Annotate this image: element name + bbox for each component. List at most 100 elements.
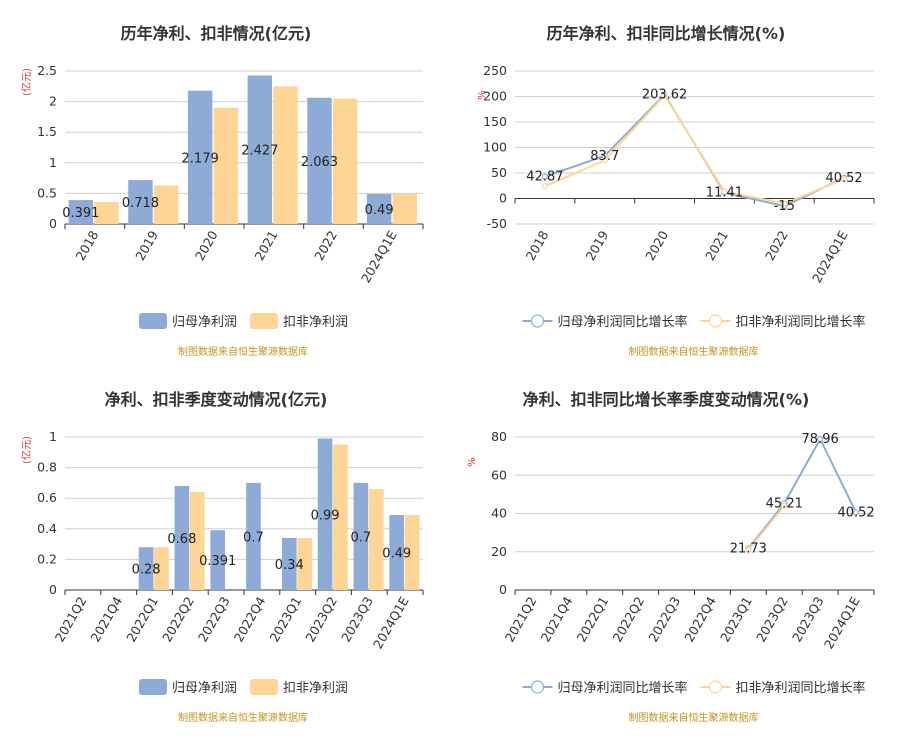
legend: 归母净利润 扣非净利润 [139,313,348,330]
y-tick-label: 1 [49,429,57,444]
y-tick-label: 200 [483,89,507,104]
x-tick-label: 2021 [702,228,731,263]
x-tick-label: 2024Q1E [821,594,863,651]
x-tick-label: 2024Q1E [809,228,851,285]
x-tick-label: 2021Q4 [538,594,576,644]
x-tick-label: 2019 [582,228,611,263]
legend-swatch [139,679,167,695]
data-label: 2.427 [241,144,278,159]
x-tick-label: 2022Q2 [159,594,197,644]
legend-marker [708,680,723,694]
data-label: 203.62 [642,88,688,103]
bar-net-profit [389,515,405,590]
data-label: 0.99 [311,508,340,523]
x-tick-label: 2019 [132,228,161,263]
bar-net-profit [68,200,94,224]
y-tick-label: 100 [483,140,507,155]
data-label: 42.87 [526,170,563,185]
data-label: 2.063 [301,155,338,170]
y-tick-label: 0.6 [37,490,57,505]
x-tick-label: 2021Q2 [502,594,540,644]
y-tick-label: 2 [49,94,57,109]
x-tick-label: 2022Q4 [681,594,719,644]
y-tick-label: 0 [499,191,507,206]
data-label: 0.34 [275,558,304,573]
series-line-2 [747,505,786,551]
data-point [601,157,608,164]
bar-net-profit [247,75,273,225]
data-label: 0.68 [167,532,196,547]
series-line-2 [544,93,845,205]
legend-item-2[interactable]: 扣非净利润 [250,679,348,696]
x-tick-label: 2022Q3 [645,594,683,644]
data-point [817,435,824,443]
bar-deducted-profit [297,537,313,590]
chart-title: 历年净利、扣非情况(亿元) [121,24,312,43]
legend-marker [708,314,723,328]
bar-deducted-profit [332,98,358,224]
bar-deducted-profit [189,492,205,590]
data-label: 45.21 [766,497,803,512]
legend-item-2[interactable]: 扣非净利润同比增长率 [700,680,866,696]
data-point [661,92,668,99]
data-label: 0.718 [122,196,159,211]
data-point [745,546,752,553]
legend-item-2[interactable]: 扣非净利润 [250,313,348,330]
legend-item-1[interactable]: 归母净利润同比增长率 [522,314,688,330]
x-tick-label: 2021Q4 [88,594,126,644]
data-label: 0.28 [132,563,161,578]
legend-label: 归母净利润同比增长率 [558,314,688,330]
y-tick-label: 50 [491,165,507,180]
y-tick-label: 0 [49,216,57,231]
bar-net-profit [307,97,332,224]
x-tick-label: 2022Q4 [231,594,269,644]
source-note: 制图数据来自恒生聚源数据库 [629,345,759,358]
x-tick-label: 2024Q1E [358,228,400,285]
x-tick-label: 2023Q2 [753,594,791,644]
data-label: 78.96 [802,432,839,447]
y-tick-label: 0.8 [37,460,57,475]
legend-item-2[interactable]: 扣非净利润同比增长率 [700,314,866,330]
y-tick-label: 0.4 [37,521,57,536]
x-tick-label: 2023Q2 [302,594,340,644]
data-point [852,509,860,516]
y-tick-label: 2.5 [37,63,57,78]
y-tick-label: 150 [483,114,507,129]
chart-panel-4: 净利、扣非同比增长率季度变动情况(%)% 0 20 40 60 80 2021Q22021Q… [467,390,875,724]
bar-deducted-profit [368,489,384,590]
chart-panel-2: 历年净利、扣非同比增长情况(%)% -50 0 50 100 150 200 250 2018 2… [477,24,875,358]
legend-swatch [250,679,278,695]
legend: 归母净利润 扣非净利润 [139,679,348,696]
legend: 归母净利润同比增长率 扣非净利润同比增长率 [522,680,866,696]
legend-label: 归母净利润 [172,681,237,696]
legend-item-1[interactable]: 归母净利润同比增长率 [522,680,688,696]
legend-swatch [139,313,167,329]
legend-label: 扣非净利润 [283,681,348,696]
data-label: -15 [774,199,795,214]
x-tick-label: 2020 [192,228,221,263]
x-tick-label: 2023Q3 [789,594,827,644]
data-label: 0.7 [243,530,264,545]
bar-net-profit [353,482,369,590]
x-tick-label: 2022Q3 [195,594,233,644]
bar-deducted-profit [333,444,348,590]
data-label: 0.391 [199,554,236,569]
bar-deducted-profit [153,185,179,224]
legend-label: 扣非净利润同比增长率 [736,680,866,696]
legend-item-1[interactable]: 归母净利润 [139,679,237,696]
y-tick-label: 0 [49,582,57,597]
source-note: 制图数据来自恒生聚源数据库 [629,711,759,724]
x-tick-label: 2022 [311,228,340,263]
series-line-1 [747,436,857,550]
x-tick-label: 2023Q1 [267,594,305,644]
bar-net-profit [246,482,261,590]
data-label: 2.179 [182,151,219,166]
y-tick-label: 20 [491,544,507,559]
chart-title: 净利、扣非季度变动情况(亿元) [105,390,328,409]
bar-deducted-profit [273,86,298,224]
x-tick-label: 2022 [762,228,791,263]
legend-item-1[interactable]: 归母净利润 [139,313,237,330]
data-point [781,502,788,509]
bar-net-profit [281,537,297,590]
